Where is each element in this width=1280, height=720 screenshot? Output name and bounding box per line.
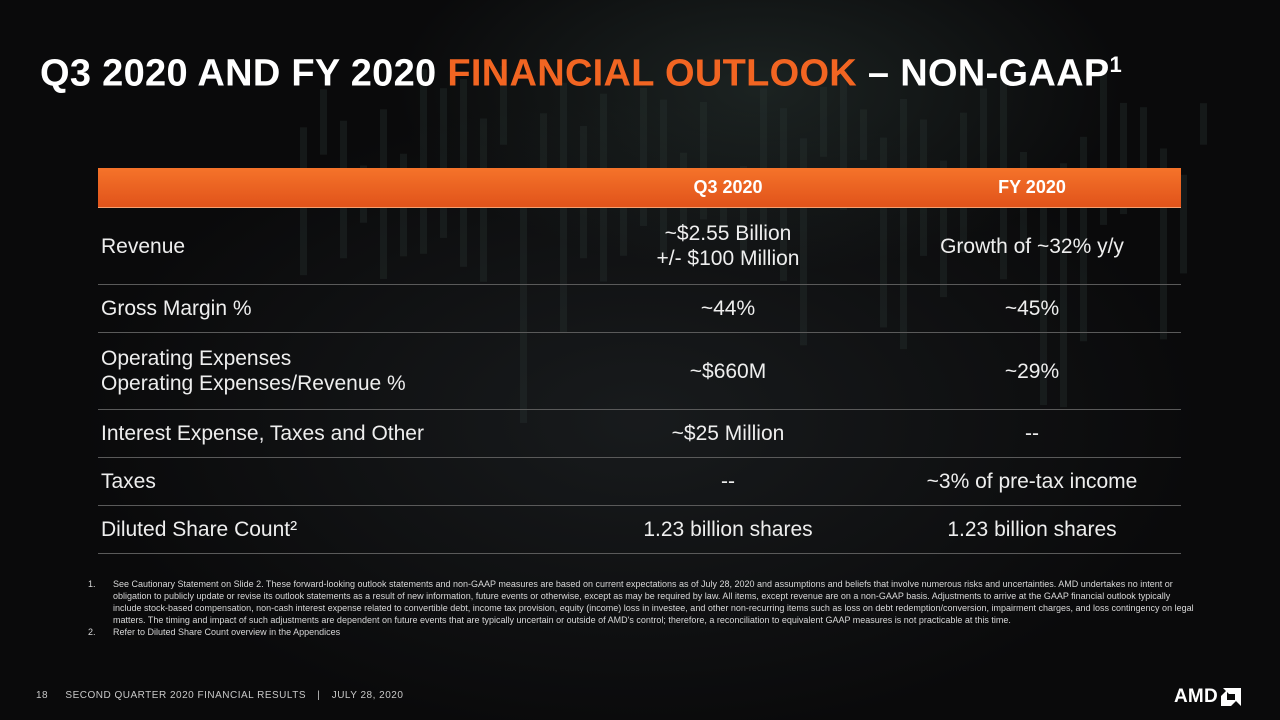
row-label: Interest Expense, Taxes and Other [98, 409, 573, 458]
background-bar [540, 113, 547, 180]
fy-value: 1.23 billion shares [883, 505, 1181, 554]
fy-value-line: -- [1025, 422, 1039, 445]
q3-value: -- [573, 457, 883, 506]
background-bar [1120, 102, 1127, 215]
header-cell-fy: FY 2020 [883, 168, 1181, 208]
fy-value: ~3% of pre-tax income [883, 457, 1181, 506]
q3-value: 1.23 billion shares [573, 505, 883, 554]
title-accent: FINANCIAL OUTLOOK [447, 52, 858, 95]
row-label-text: Gross Margin % [101, 297, 252, 320]
amd-arrow-icon [1220, 688, 1241, 706]
fy-value: Growth of ~32% y/y [883, 207, 1181, 285]
footer-title: SECOND QUARTER 2020 FINANCIAL RESULTS [65, 690, 307, 701]
row-label-text: Diluted Share Count² [101, 518, 298, 541]
footnote-number: 2. [88, 627, 96, 637]
background-bar [500, 66, 507, 145]
logo-text: AMD [1174, 686, 1218, 707]
title-part1: Q3 2020 AND FY 2020 [40, 52, 448, 95]
fy-value-line: 1.23 billion shares [947, 518, 1117, 541]
row-label: Revenue [98, 207, 573, 285]
q3-value: ~44% [573, 284, 883, 333]
fy-value-line: ~45% [1004, 297, 1060, 320]
q3-value-line: ~$2.55 Billion [664, 222, 792, 245]
background-bar [1180, 174, 1187, 274]
table-row-gross-margin: Gross Margin % ~44% ~45% [98, 284, 1181, 333]
background-bar [700, 102, 707, 220]
table-row-interest-expense: Interest Expense, Taxes and Other ~$25 M… [98, 409, 1181, 458]
fy-value-line: ~29% [1004, 359, 1060, 383]
row-label: Operating Expenses Operating Expenses/Rev… [98, 332, 573, 410]
amd-logo: AMD [1174, 686, 1241, 708]
footnote-item: 2. Refer to Diluted Share Count overview … [88, 626, 1198, 638]
background-bar [820, 86, 827, 157]
footnote-number: 1. [88, 579, 96, 589]
background-bar [760, 88, 767, 232]
page-title: Q3 2020 AND FY 2020 FINANCIAL OUTLOOK – … [40, 52, 1122, 96]
row-label: Taxes [98, 457, 573, 506]
title-part2: – NON-GAAP [857, 52, 1110, 95]
row-label-text: Operating Expenses [101, 347, 292, 370]
header-cell-q3: Q3 2020 [573, 168, 883, 208]
q3-value: ~$25 Million [573, 409, 883, 458]
row-label-text: Interest Expense, Taxes and Other [101, 422, 424, 445]
background-bar [1140, 107, 1147, 195]
fy-value: ~29% [883, 332, 1181, 410]
background-bar [980, 88, 987, 187]
background-bar [860, 109, 867, 160]
row-label-text: Revenue [101, 234, 186, 258]
fy-value: ~45% [883, 284, 1181, 333]
q3-value-line: ~$660M [689, 359, 767, 383]
row-label-text: Operating Expenses/Revenue % [101, 372, 406, 395]
background-bar [1100, 62, 1107, 225]
q3-value-line: +/- $100 Million [656, 247, 800, 270]
row-label-text: Taxes [101, 470, 156, 493]
footnote-text: Refer to Diluted Share Count overview in… [113, 627, 341, 637]
background-bar [320, 89, 327, 155]
background-bar [840, 70, 847, 210]
q3-value-line: ~$25 Million [671, 422, 785, 445]
footnote-item: 1. See Cautionary Statement on Slide 2. T… [88, 578, 1198, 626]
footnotes: 1. See Cautionary Statement on Slide 2. T… [88, 578, 1198, 638]
page-number: 18 [36, 690, 49, 701]
table-row-operating-expenses: Operating Expenses Operating Expenses/Rev… [98, 332, 1181, 410]
title-footnote-ref: 1 [1109, 52, 1123, 77]
table-row-diluted-share-count: Diluted Share Count² 1.23 billion shares… [98, 505, 1181, 554]
fy-value-line: ~3% of pre-tax income [926, 470, 1138, 493]
row-label: Diluted Share Count² [98, 505, 573, 554]
row-label: Gross Margin % [98, 284, 573, 333]
q3-value-line: -- [721, 470, 735, 493]
q3-value: ~$2.55 Billion +/- $100 Million [573, 207, 883, 285]
slide-footer: 18 SECOND QUARTER 2020 FINANCIAL RESULTS… [36, 690, 403, 701]
outlook-table-container: Q3 2020 FY 2020 Revenue ~$2.55 Billion +/… [98, 168, 1181, 554]
table-row-revenue: Revenue ~$2.55 Billion +/- $100 Million G… [98, 207, 1181, 285]
q3-value-line: 1.23 billion shares [643, 518, 813, 541]
q3-value: ~$660M [573, 332, 883, 410]
footer-separator: | [317, 690, 321, 701]
background-bar [440, 88, 447, 238]
outlook-table: Q3 2020 FY 2020 Revenue ~$2.55 Billion +/… [98, 168, 1181, 554]
q3-value-line: ~44% [700, 297, 756, 320]
fy-value: -- [883, 409, 1181, 458]
table-header-row: Q3 2020 FY 2020 [98, 168, 1181, 208]
background-bar [640, 87, 647, 226]
footer-date: JULY 28, 2020 [331, 690, 404, 701]
table-row-taxes: Taxes -- ~3% of pre-tax income [98, 457, 1181, 506]
header-cell-label [98, 168, 573, 208]
background-bar [1200, 103, 1207, 145]
background-bar [420, 69, 427, 254]
footnote-text: See Cautionary Statement on Slide 2. The… [113, 579, 1194, 625]
fy-value-line: Growth of ~32% y/y [940, 234, 1124, 258]
